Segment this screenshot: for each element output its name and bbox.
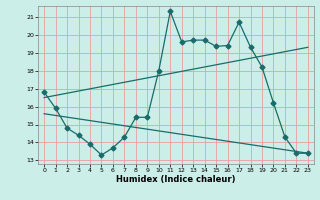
- X-axis label: Humidex (Indice chaleur): Humidex (Indice chaleur): [116, 175, 236, 184]
